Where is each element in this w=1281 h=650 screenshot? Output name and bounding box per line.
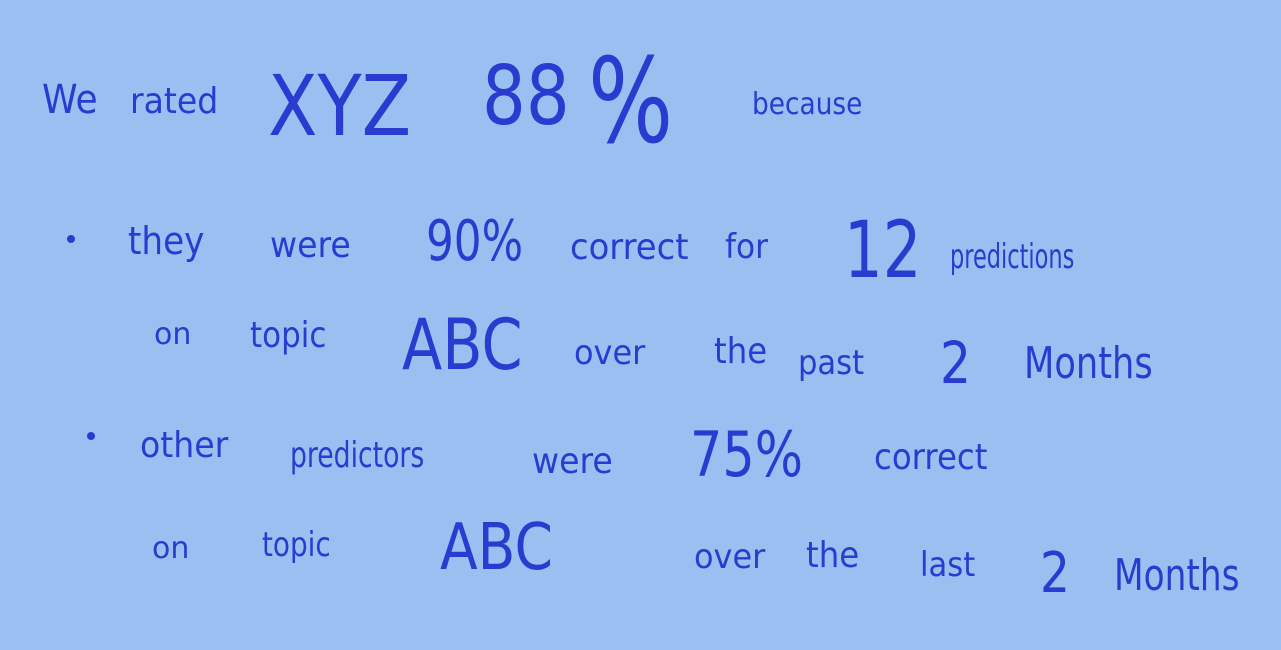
b1-word-on: on: [154, 317, 192, 352]
heading-word-we: We: [42, 77, 98, 123]
b2-word-months: Months: [1114, 550, 1240, 601]
b2-word-topic: topic: [262, 525, 331, 565]
heading-word-because: because: [752, 87, 863, 122]
heading-word-rated: rated: [130, 81, 219, 122]
b2-word-the: the: [806, 535, 860, 576]
b2-word-abc: ABC: [440, 511, 553, 585]
b2-word-predictors: predictors: [290, 435, 425, 476]
b1-word-correct: correct: [570, 227, 689, 268]
b2-word-on: on: [152, 531, 190, 566]
b2-word-last: last: [920, 545, 976, 585]
b1-value-2: 2: [940, 329, 972, 397]
b1-word-the: the: [714, 331, 768, 372]
heading-word-88: 88: [482, 49, 570, 144]
b1-word-were: were: [270, 225, 351, 266]
b2-value-2: 2: [1040, 541, 1070, 606]
b1-word-they: they: [128, 219, 205, 263]
b1-word-topic: topic: [250, 315, 327, 356]
bullet-2-dot: [87, 432, 95, 440]
b2-word-over: over: [694, 537, 766, 577]
b1-value-12: 12: [844, 206, 922, 296]
b1-word-past: past: [798, 343, 865, 383]
heading-word-xyz: XYZ: [268, 57, 412, 155]
b1-word-for: for: [725, 227, 769, 267]
b1-word-predictions: predictions: [950, 237, 1075, 277]
bullet-1-dot: [67, 235, 75, 243]
b1-word-over: over: [574, 333, 646, 373]
b1-value-90-percent: 90%: [426, 209, 524, 274]
b1-word-abc: ABC: [402, 304, 523, 386]
b1-word-months: Months: [1024, 338, 1153, 389]
heading-percent-sign: %: [588, 32, 674, 170]
b2-word-were: were: [532, 441, 613, 482]
b2-value-75-percent: 75%: [690, 418, 804, 491]
b2-word-other: other: [140, 425, 229, 466]
b2-word-correct: correct: [874, 437, 988, 478]
